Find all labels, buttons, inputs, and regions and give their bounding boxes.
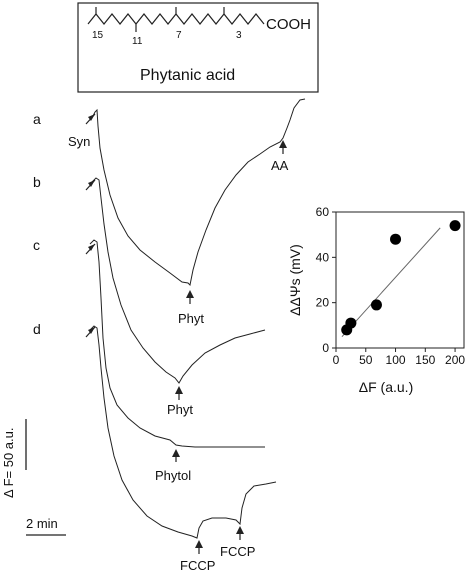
y-tick-label: 60	[316, 205, 330, 219]
annotations: Syn AA Phyt Phyt Phytol FCCP FCCP	[68, 113, 289, 573]
fccp-arrow-1	[195, 540, 203, 548]
inset-y-axis-title: ΔΔΨs (mV)	[287, 244, 303, 316]
aa-arrow	[279, 140, 287, 148]
locant-15: 15	[92, 30, 104, 41]
structure-box: 15 11 7 3 COOH Phytanic acid	[77, 2, 319, 93]
phytol-label: Phytol	[155, 468, 191, 483]
inset-frame	[335, 211, 465, 349]
x-tick-label: 50	[359, 353, 373, 367]
x-tick-label: 100	[386, 353, 406, 367]
y-tick-label: 40	[316, 250, 330, 264]
x-tick-label: 200	[445, 353, 465, 367]
cooh-group: COOH	[266, 16, 311, 33]
scale-bars: Δ F= 50 a.u. 2 min	[1, 419, 66, 536]
trace-a	[92, 98, 306, 287]
traces	[89, 98, 306, 539]
phyt-label-a: Phyt	[178, 311, 204, 326]
phyt-arrow-c	[175, 386, 183, 394]
fccp-label-2: FCCP	[220, 544, 255, 559]
trace-label-c: c	[33, 237, 40, 253]
horizontal-scale-label: 2 min	[26, 516, 58, 531]
trace-d	[89, 325, 277, 539]
compound-name: Phytanic acid	[140, 67, 235, 84]
vertical-scale-label: Δ F= 50 a.u.	[1, 428, 16, 498]
data-point	[390, 233, 402, 245]
aa-label: AA	[271, 158, 289, 173]
fccp-arrow-2	[236, 526, 244, 534]
x-tick-label: 0	[333, 353, 340, 367]
locant-3: 3	[236, 30, 242, 41]
data-point	[370, 299, 382, 311]
trace-label-a: a	[33, 111, 41, 127]
y-tick-label: 0	[322, 341, 329, 355]
phyt-arrow-a	[186, 290, 194, 298]
phyt-label-c: Phyt	[167, 402, 193, 417]
inset-x-axis-title: ΔF (a.u.)	[359, 379, 413, 395]
phytol-arrow	[172, 449, 180, 457]
trace-label-b: b	[33, 174, 41, 190]
locant-7: 7	[176, 30, 182, 41]
trace-label-d: d	[33, 321, 41, 337]
trace-c	[89, 239, 265, 448]
scatter-inset: ΔΔΨs (mV) ΔF (a.u.) 0 50 100 150 200 0 20 40 60	[287, 205, 465, 395]
data-point	[345, 317, 357, 329]
trace-b	[91, 177, 266, 384]
data-point	[449, 220, 461, 232]
x-tick-label: 150	[415, 353, 435, 367]
fccp-label-1: FCCP	[180, 558, 215, 573]
syn-label: Syn	[68, 134, 90, 149]
fit-line	[341, 227, 441, 338]
locant-11: 11	[132, 36, 143, 47]
y-tick-label: 20	[316, 296, 330, 310]
